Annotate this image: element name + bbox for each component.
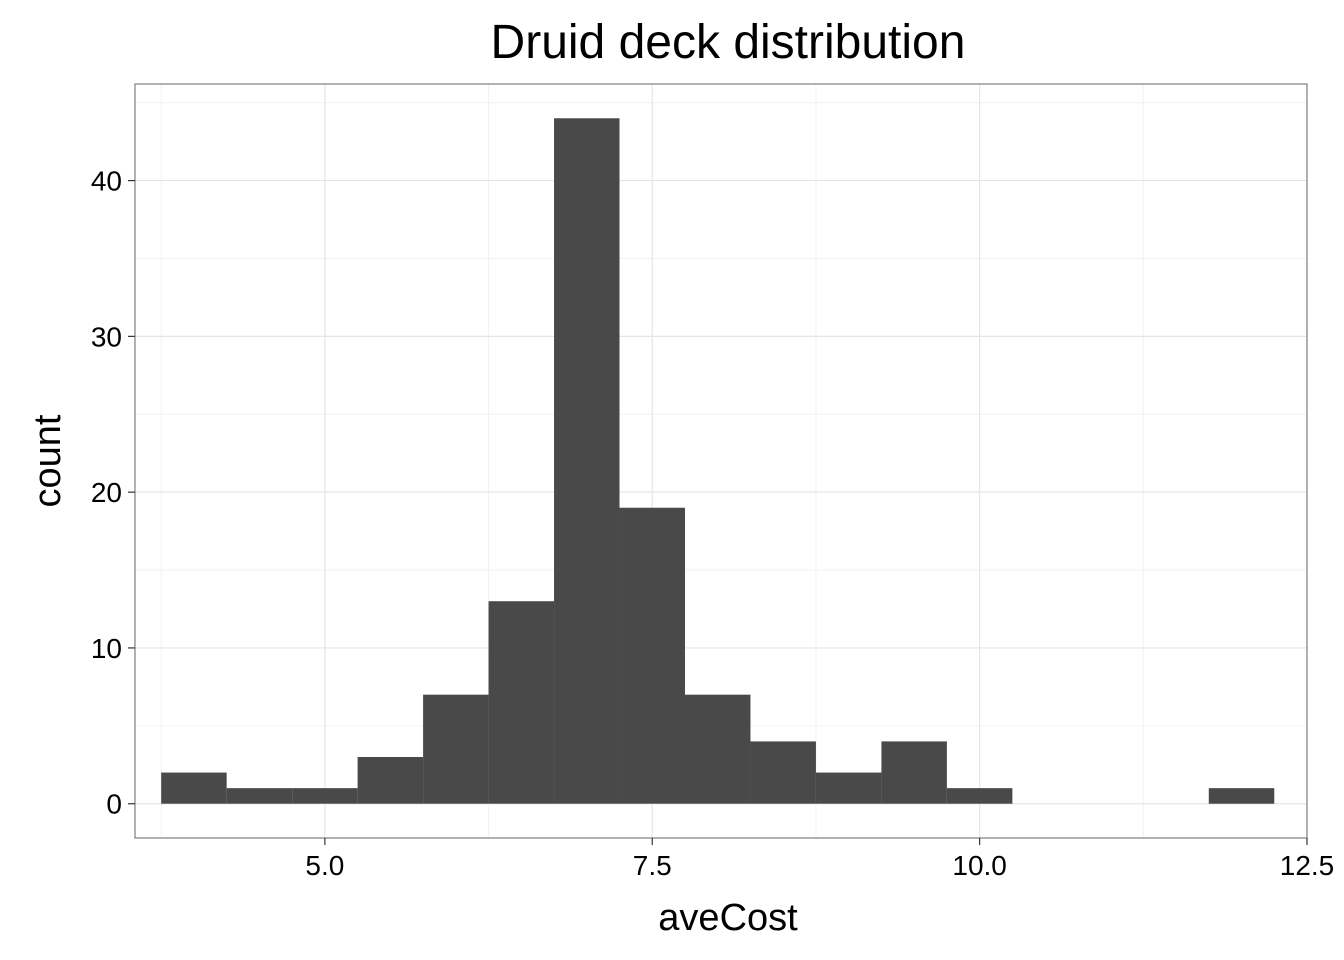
y-axis: 0 10 20 30 40 — [91, 166, 135, 820]
x-tick-label: 7.5 — [633, 850, 672, 881]
x-tick-label: 5.0 — [305, 850, 344, 881]
histogram-bar — [1208, 788, 1275, 804]
histogram-bar — [357, 756, 424, 804]
histogram-bar — [292, 788, 358, 804]
histogram-bar — [881, 741, 947, 804]
x-tick-label: 10.0 — [952, 850, 1007, 881]
histogram-bar — [161, 772, 227, 804]
x-axis: 5.0 7.5 10.0 12.5 — [305, 838, 1334, 881]
y-tick-label: 0 — [106, 789, 122, 820]
histogram-bar — [684, 694, 751, 804]
histogram-bar — [423, 694, 489, 804]
histogram-bar — [946, 788, 1013, 804]
plot-panel-border — [134, 83, 1308, 839]
histogram-bar — [554, 118, 620, 804]
histogram-bar — [226, 788, 293, 804]
histogram-bars — [161, 118, 1275, 804]
y-tick-label: 20 — [91, 477, 122, 508]
y-tick-label: 40 — [91, 166, 122, 197]
y-tick-label: 10 — [91, 633, 122, 664]
histogram-bar — [488, 601, 555, 804]
histogram-bar — [619, 507, 685, 804]
x-tick-label: 12.5 — [1280, 850, 1335, 881]
x-axis-title: aveCost — [658, 897, 798, 939]
y-axis-title: count — [27, 414, 69, 507]
histogram-bar — [815, 772, 882, 804]
histogram-bar — [750, 741, 816, 804]
y-tick-label: 30 — [91, 321, 122, 352]
chart-title: Druid deck distribution — [491, 16, 966, 69]
